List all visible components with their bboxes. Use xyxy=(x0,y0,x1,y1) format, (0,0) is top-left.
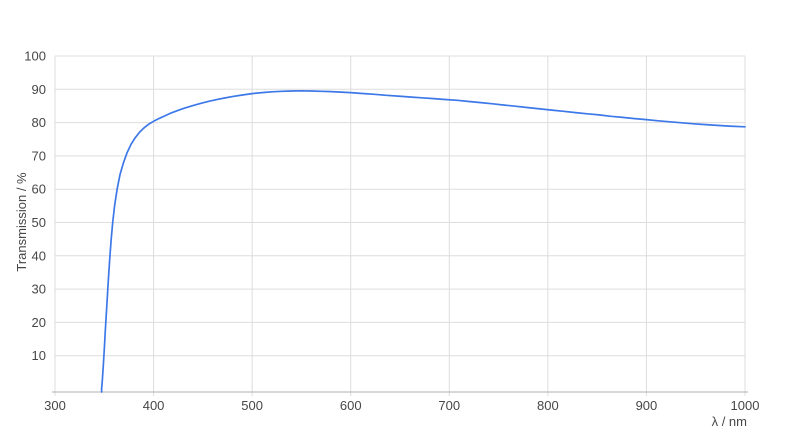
x-tick-label: 900 xyxy=(636,398,658,413)
y-tick-label: 100 xyxy=(24,49,46,64)
y-tick-label: 70 xyxy=(32,148,46,163)
y-tick-label: 80 xyxy=(32,115,46,130)
data-series xyxy=(100,89,746,393)
transmission-curve xyxy=(100,89,746,393)
y-tick-label: 40 xyxy=(32,248,46,263)
x-tick-label: 1000 xyxy=(731,398,760,413)
x-axis-title: λ / nm xyxy=(712,414,747,429)
x-tick-label: 500 xyxy=(241,398,263,413)
x-tick-label: 700 xyxy=(438,398,460,413)
x-tick-label: 600 xyxy=(340,398,362,413)
y-tick-label: 60 xyxy=(32,182,46,197)
gridlines xyxy=(54,55,746,396)
y-tick-label: 90 xyxy=(32,82,46,97)
y-tick-label: 10 xyxy=(32,348,46,363)
y-axis-title: Transmission / % xyxy=(14,172,29,272)
tick-labels: 300 400 500 600 700 800 900 1000 10 20 30 40 50 60 70 8… xyxy=(24,49,759,414)
y-tick-label: 30 xyxy=(32,282,46,297)
x-tick-label: 300 xyxy=(44,398,66,413)
x-tick-label: 800 xyxy=(537,398,559,413)
y-tick-label: 20 xyxy=(32,315,46,330)
x-tick-label: 400 xyxy=(143,398,165,413)
y-tick-label: 50 xyxy=(32,215,46,230)
